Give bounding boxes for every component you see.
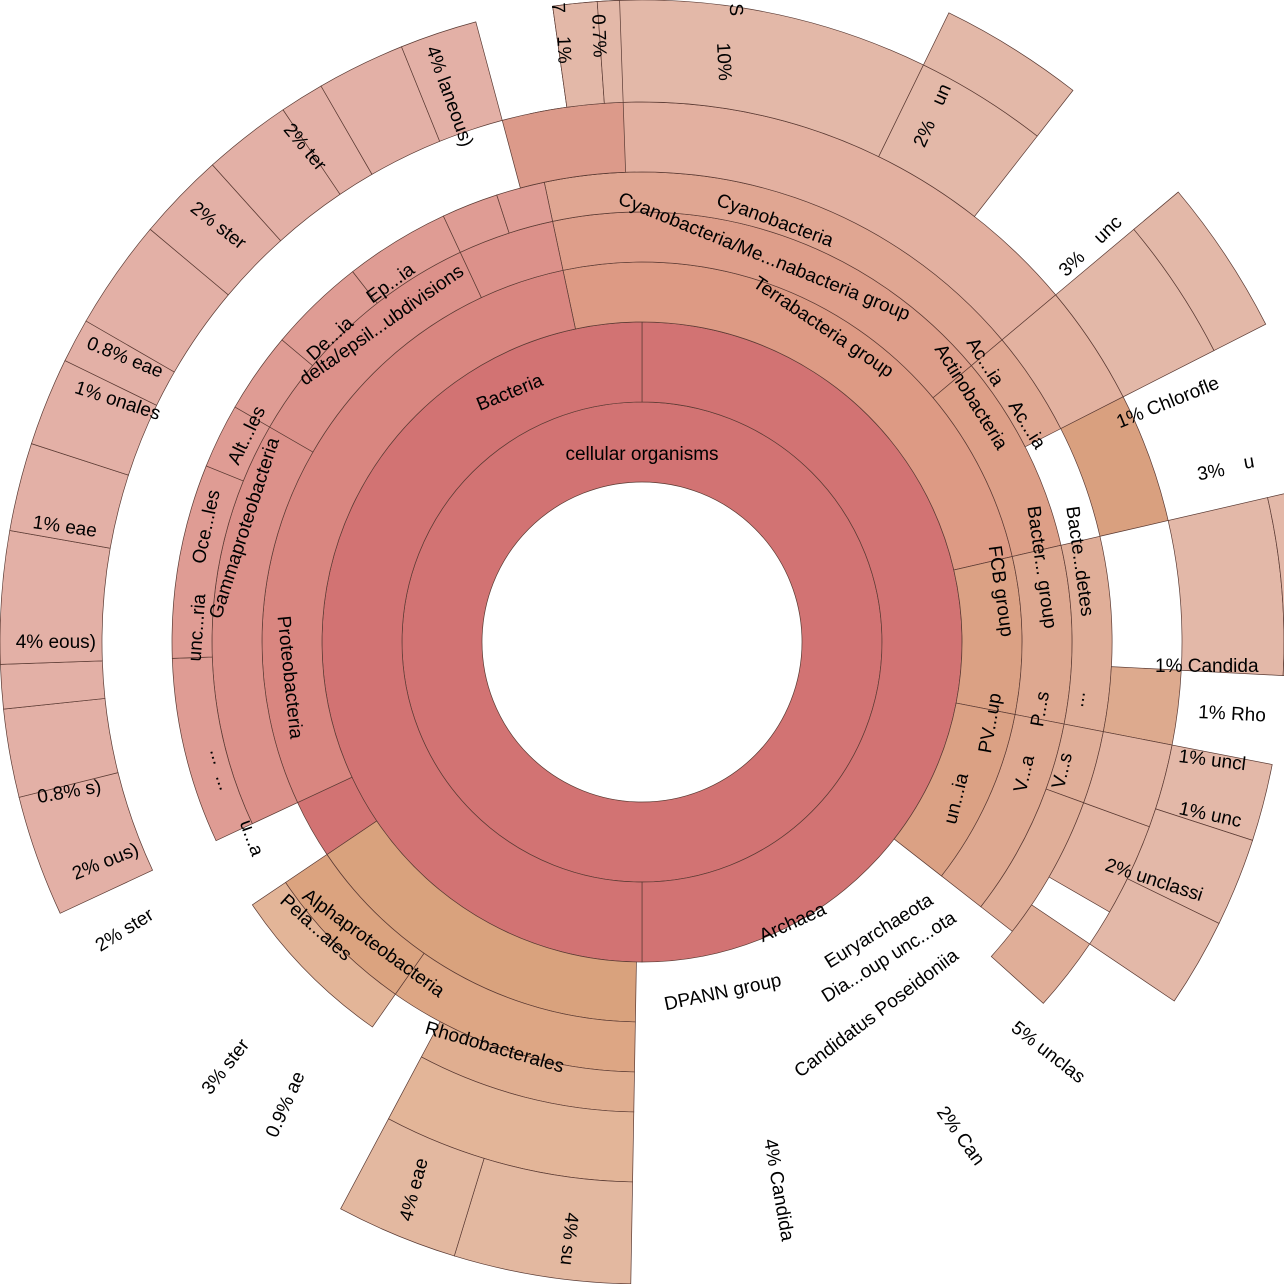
dots-b-label[interactable]: ... — [211, 772, 236, 794]
dots-a-label[interactable]: ... — [205, 746, 230, 767]
leaf-ae09[interactable]: 0.9% ae — [262, 1068, 310, 1140]
segment-laneous4[interactable] — [501, 101, 626, 189]
segment-unc1b[interactable] — [1089, 878, 1220, 1002]
leaf-10pct[interactable]: 10% — [712, 42, 735, 81]
dpann-label[interactable]: DPANN group — [662, 970, 783, 1015]
leaf-candida4[interactable]: 4% Candida — [759, 1137, 798, 1243]
leaf-unclas5[interactable]: 5% unclas — [1007, 1017, 1089, 1088]
leaf-eous4[interactable]: 4% eous) — [16, 632, 96, 653]
uncria-label[interactable]: unc...ria — [185, 593, 211, 662]
segment-bact3[interactable] — [1167, 497, 1284, 676]
segment-epia[interactable] — [496, 181, 554, 234]
segment-uncl2[interactable] — [990, 904, 1091, 1004]
leaf-cand1[interactable]: 1% Candida — [1155, 656, 1259, 677]
ua-label[interactable]: u...a — [235, 817, 268, 859]
leaf-rho[interactable]: 1% Rho — [1198, 702, 1267, 727]
segment-candida4[interactable] — [251, 881, 396, 1028]
center-label: cellular organisms — [565, 444, 718, 465]
leaf-3pct-b[interactable]: 3% — [1196, 460, 1227, 485]
segment-pct07[interactable] — [596, 0, 624, 104]
leaf-u[interactable]: u — [1242, 451, 1256, 474]
segment-root[interactable] — [401, 401, 883, 883]
segment-uncia[interactable] — [893, 702, 1016, 877]
leaf-ster3[interactable]: 3% ster — [198, 1035, 255, 1099]
dots-label[interactable]: ... — [1067, 690, 1090, 709]
segment-can2[interactable] — [340, 1118, 485, 1257]
leaf-s-top[interactable]: S — [725, 3, 746, 16]
segment-bact_u[interactable] — [1267, 485, 1284, 679]
leaf-seven[interactable]: 7 — [547, 2, 568, 13]
segment-cand1[interactable] — [1102, 666, 1182, 746]
leaf-ster2[interactable]: 2% ster — [92, 904, 158, 956]
segment-act_unc[interactable] — [1133, 191, 1267, 352]
leaf-07pct[interactable]: 0.7% — [587, 14, 610, 58]
segment-cyano_un[interactable] — [922, 12, 1074, 137]
leaf-can2[interactable]: 2% Can — [932, 1103, 989, 1170]
leaf-1pct[interactable]: 1% — [553, 36, 575, 64]
